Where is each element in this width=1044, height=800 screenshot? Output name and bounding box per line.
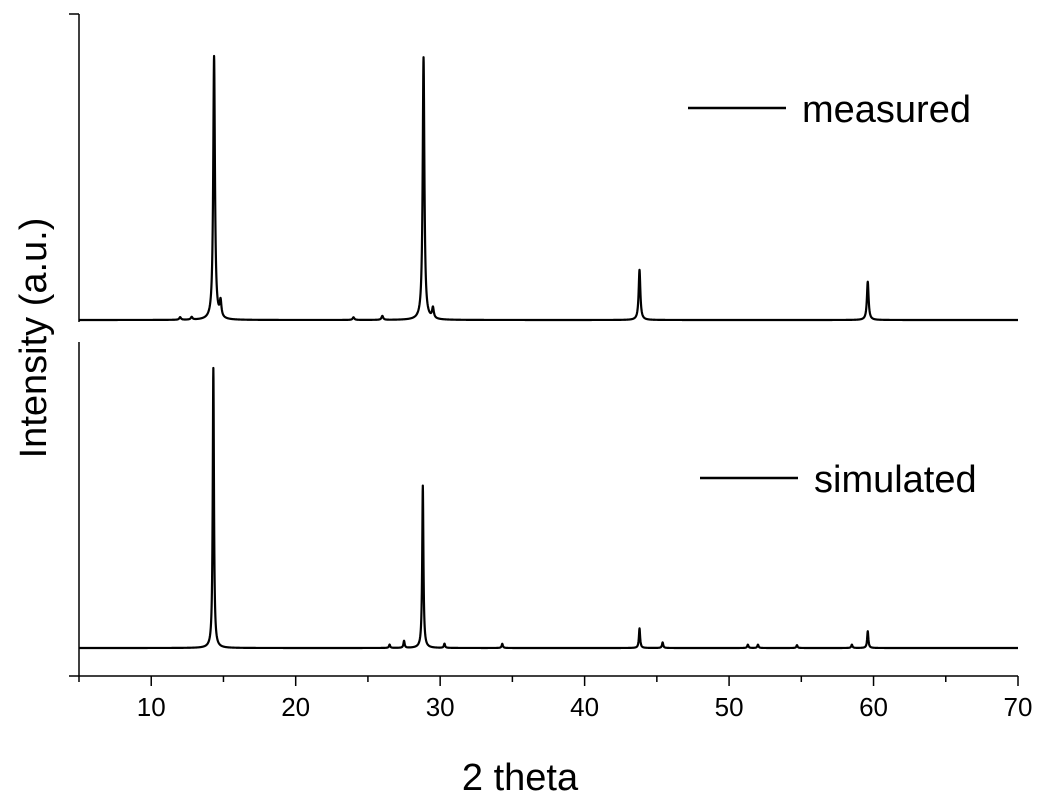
series-line-measured — [78, 54, 1019, 322]
x-axis-title: 2 theta — [462, 757, 579, 799]
x-tick-label: 70 — [1004, 692, 1033, 722]
axes — [69, 13, 1018, 677]
legend-label-measured: measured — [802, 89, 971, 131]
y-axis-title: Intensity (a.u.) — [13, 218, 55, 459]
x-tick-label: 20 — [281, 692, 310, 722]
legend-label-simulated: simulated — [814, 459, 977, 501]
series-line-simulated — [78, 366, 1019, 650]
x-tick-label: 60 — [859, 692, 888, 722]
series-layer — [78, 54, 1019, 650]
x-tick-label: 40 — [570, 692, 599, 722]
x-ticks: 10 20 30 40 50 60 70 — [78, 676, 1033, 722]
x-tick-label: 30 — [426, 692, 455, 722]
legend: measured simulated — [688, 89, 977, 501]
x-tick-label: 10 — [137, 692, 166, 722]
x-tick-label: 50 — [715, 692, 744, 722]
